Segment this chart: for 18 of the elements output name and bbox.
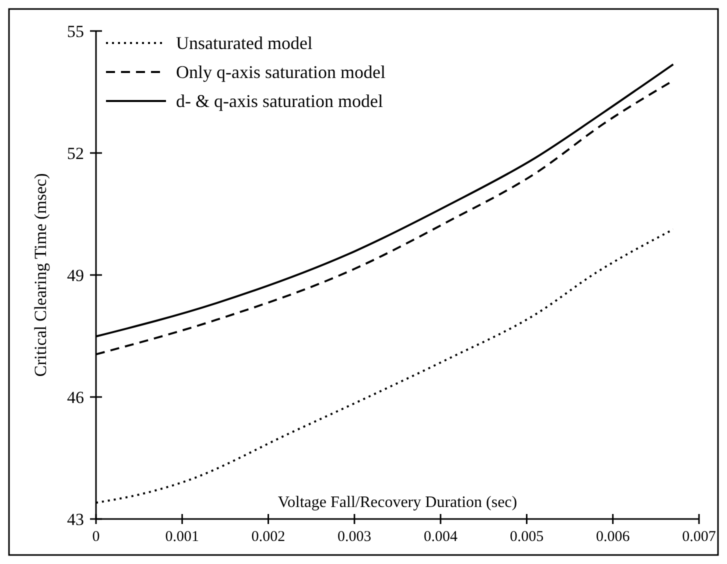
y-axis-title: Critical Clearing Time (msec) [31,173,50,377]
y-tick-label: 49 [67,266,84,285]
y-tick-label: 52 [67,144,84,163]
x-tick-label: 0.005 [510,529,544,545]
y-tick-label: 55 [67,22,84,41]
y-tick-label: 46 [67,388,84,407]
legend-label: Unsaturated model [176,33,312,53]
x-tick-label: 0 [92,529,100,545]
x-tick-label: 0.003 [338,529,372,545]
x-tick-label: 0.004 [424,529,458,545]
x-tick-label: 0.006 [596,529,630,545]
x-tick-label: 0.007 [682,529,716,545]
legend-label: Only q-axis saturation model [176,62,386,82]
x-tick-label: 0.001 [165,529,200,545]
legend-label: d- & q-axis saturation model [176,91,383,111]
x-axis-title: Voltage Fall/Recovery Duration (sec) [278,494,518,511]
x-tick-label: 0.002 [251,529,286,545]
y-tick-label: 43 [67,510,84,529]
